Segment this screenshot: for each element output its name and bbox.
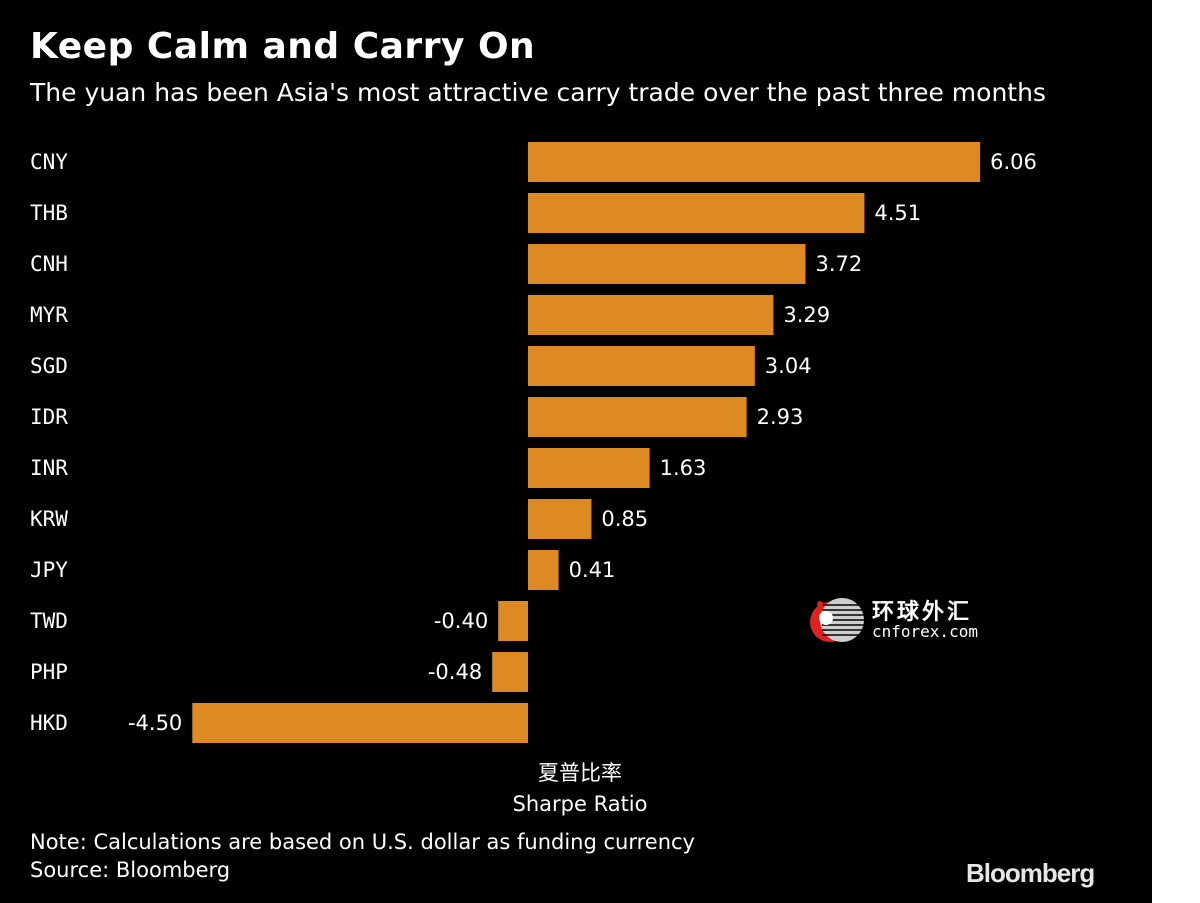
value-label-hkd: -4.50: [128, 711, 182, 735]
value-label-thb: 4.51: [874, 201, 921, 225]
category-label-twd: TWD: [30, 609, 68, 633]
bar-thb: [528, 193, 865, 233]
value-label-cny: 6.06: [990, 150, 1037, 174]
bar-php: [492, 652, 528, 692]
category-label-cnh: CNH: [30, 252, 68, 276]
value-label-inr: 1.63: [660, 456, 707, 480]
value-label-idr: 2.93: [757, 405, 804, 429]
category-label-krw: KRW: [30, 507, 68, 531]
category-label-myr: MYR: [30, 303, 68, 327]
value-label-sgd: 3.04: [765, 354, 812, 378]
x-axis-title: Sharpe Ratio: [512, 792, 648, 816]
bar-chart: CNY 6.06 THB 4.51 CNH 3.72 MYR 3.29 SGD 3.04 IDR 2.…: [30, 142, 1037, 743]
x-axis-title-chinese: 夏普比率: [538, 761, 622, 785]
value-label-myr: 3.29: [783, 303, 830, 327]
chart-source: Source: Bloomberg: [30, 858, 231, 882]
chart-title: Keep Calm and Carry On: [30, 26, 536, 67]
category-label-inr: INR: [30, 456, 68, 480]
value-label-jpy: 0.41: [569, 558, 616, 582]
chart-subtitle: The yuan has been Asia's most attractive…: [30, 78, 1046, 107]
bar-krw: [528, 499, 592, 539]
category-label-jpy: JPY: [30, 558, 68, 582]
bar-idr: [528, 397, 747, 437]
watermark-chinese-text: 环球外汇: [872, 600, 973, 625]
value-label-krw: 0.85: [601, 507, 648, 531]
cnforex-watermark: 环球外汇 cnforex.com: [806, 594, 996, 646]
bar-twd: [498, 601, 528, 641]
bar-sgd: [528, 346, 755, 386]
bar-cny: [528, 142, 981, 182]
category-label-sgd: SGD: [30, 354, 68, 378]
value-label-twd: -0.40: [434, 609, 488, 633]
cnforex-logo-icon: [810, 598, 864, 642]
watermark-url-text: cnforex.com: [872, 622, 978, 641]
value-label-php: -0.48: [428, 660, 482, 684]
bar-hkd: [192, 703, 529, 743]
chart-note: Note: Calculations are based on U.S. dol…: [30, 830, 695, 854]
category-label-hkd: HKD: [30, 711, 68, 735]
category-label-thb: THB: [30, 201, 68, 225]
category-label-php: PHP: [30, 660, 68, 684]
bar-cnh: [528, 244, 806, 284]
chart-panel: Keep Calm and Carry On The yuan has been…: [0, 0, 1152, 903]
bloomberg-logo: Bloomberg: [966, 858, 1095, 888]
category-label-idr: IDR: [30, 405, 68, 429]
bar-myr: [528, 295, 774, 335]
bar-inr: [528, 448, 650, 488]
value-label-cnh: 3.72: [816, 252, 863, 276]
bar-jpy: [528, 550, 559, 590]
category-label-cny: CNY: [30, 150, 68, 174]
